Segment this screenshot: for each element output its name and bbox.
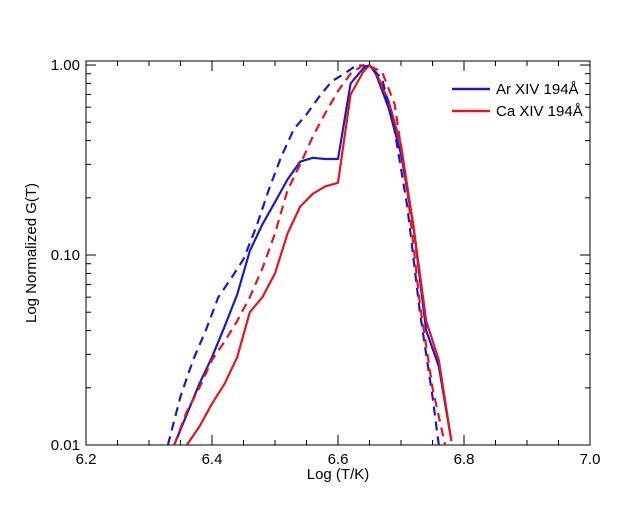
legend: Ar XIV 194Å Ca XIV 194Å [452,81,583,120]
series-line-1 [185,63,453,445]
x-tick-label: 6.6 [328,451,349,468]
series-line-3 [173,63,447,445]
series-group [166,63,453,445]
series-line-2 [166,63,440,445]
x-tick-label: 6.8 [454,451,475,468]
x-axis-label: Log (T/K) [307,466,370,483]
x-tick-label: 7.0 [580,451,601,468]
x-tick-label: 6.4 [202,451,223,468]
legend-label-1: Ca XIV 194Å [496,103,583,120]
tick-labels: 6.2 6.4 6.6 6.8 7.0 0.01 0.10 1.00 [51,57,601,468]
series-line-0 [173,63,453,445]
x-tick-label: 6.2 [76,451,97,468]
y-axis-label: Log Normalized G(T) [23,183,40,323]
y-tick-label: 1.00 [51,57,80,74]
legend-label-0: Ar XIV 194Å [496,81,579,98]
axis-ticks [85,61,591,446]
y-tick-label: 0.10 [51,247,80,264]
y-tick-label: 0.01 [51,437,80,454]
